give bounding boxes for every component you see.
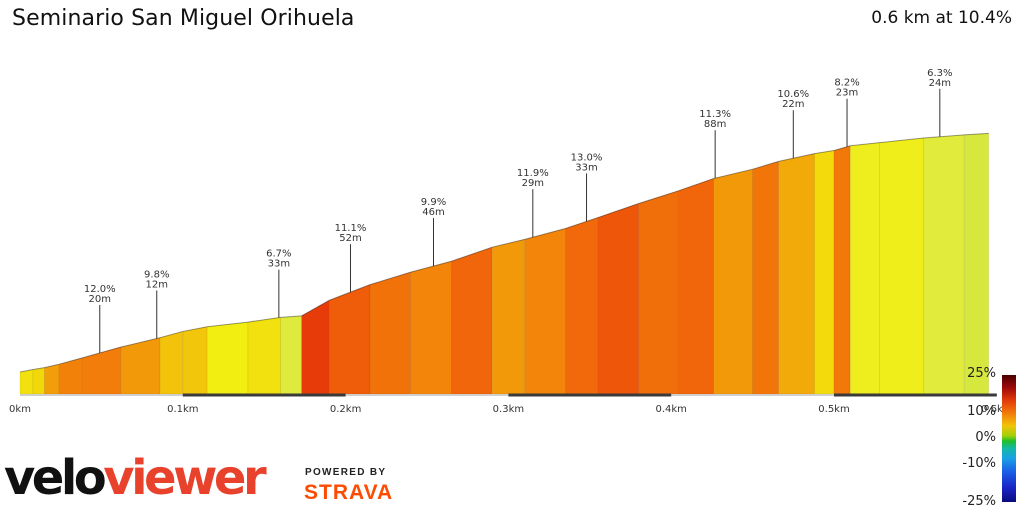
profile-segment [301,299,330,395]
profile-segment [564,217,599,395]
profile-segment [328,284,371,395]
annotation-grade: 12.0% [84,284,116,295]
x-tick-label: 0.2km [330,404,361,415]
profile-segment [491,238,526,395]
annotation-length: 52m [339,233,361,244]
profile-segment [206,321,249,395]
annotation-grade: 8.2% [834,78,859,89]
gradient-annotations: 12.0%20m9.8%12m6.7%33m11.1%52m9.9%46m11.… [84,68,953,353]
profile-segment [451,246,493,395]
annotation-grade: 10.6% [777,89,809,100]
annotation-grade: 9.8% [144,269,169,280]
annotation-grade: 6.7% [266,249,291,260]
profile-segment [247,316,281,395]
profile-segment [81,346,122,395]
annotation-grade: 11.1% [335,223,367,234]
annotation-length: 22m [782,99,804,110]
veloviewer-logo[interactable]: veloviewer [4,454,267,502]
profile-segment [410,260,452,395]
x-tick-label: 0.6km [981,404,1012,415]
annotation-length: 88m [704,119,726,130]
profile-segments [19,132,990,395]
profile-segment [677,177,714,395]
profile-segment [713,168,753,395]
annotation-length: 29m [522,178,544,189]
climb-summary: 0.6 km at 10.4% [871,8,1012,28]
profile-segment [963,132,990,395]
annotation-length: 24m [929,78,951,89]
profile-segment [849,142,880,395]
annotation-length: 20m [89,294,111,305]
profile-segment [44,363,60,395]
logo-velo: velo [4,450,107,506]
profile-segment [833,145,851,395]
profile-segment [814,150,835,395]
page-title: Seminario San Miguel Orihuela [12,6,355,31]
x-tick-label: 0.4km [655,404,686,415]
annotation-length: 33m [268,259,290,270]
logo-viewer: viewer [103,450,266,506]
profile-segment [182,326,208,395]
profile-segment [597,202,640,395]
profile-segment [369,271,412,395]
annotation-length: 46m [422,207,444,218]
annotation-length: 12m [146,279,168,290]
profile-segment [32,367,45,395]
profile-segment [638,190,679,395]
x-tick-label: 0.3km [493,404,524,415]
annotation-grade: 11.3% [699,109,731,120]
profile-outline [19,132,989,373]
profile-segment [280,315,303,395]
profile-segment [778,153,815,395]
x-tick-label: 0.1km [167,404,198,415]
annotation-length: 23m [836,88,858,99]
annotation-grade: 9.9% [421,197,446,208]
profile-segment [19,369,34,395]
profile-segment [923,134,965,395]
strava-logo[interactable]: STRAVA [304,481,394,504]
x-tick-label: 0.5km [818,404,849,415]
profile-segment [879,137,924,395]
x-tick-label: 0km [9,404,31,415]
x-tick-labels: 0km 0.1km 0.2km 0.3km 0.4km 0.5km 0.6km [9,404,1012,415]
annotation-grade: 13.0% [571,152,603,163]
annotation-grade: 11.9% [517,168,549,179]
annotation-grade: 6.3% [927,68,952,79]
profile-segment [524,227,566,395]
annotation-length: 33m [575,162,597,173]
profile-segment [159,330,184,395]
profile-segment [752,160,780,395]
powered-by-label: POWERED BY [305,467,387,478]
